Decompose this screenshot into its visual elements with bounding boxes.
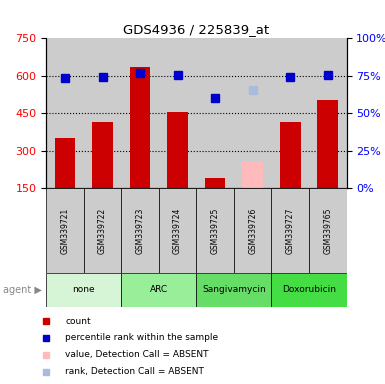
Bar [242, 162, 263, 188]
Bar [159, 38, 196, 188]
Text: none: none [72, 285, 95, 295]
Bar [309, 38, 346, 188]
Title: GDS4936 / 225839_at: GDS4936 / 225839_at [123, 23, 270, 36]
Bar [46, 188, 84, 273]
Bar [234, 188, 271, 273]
Bar [309, 188, 346, 273]
Text: ARC: ARC [150, 285, 168, 295]
Bar [205, 178, 226, 188]
Bar [271, 273, 346, 307]
Text: GSM339724: GSM339724 [173, 207, 182, 253]
Bar [271, 38, 309, 188]
Text: GSM339765: GSM339765 [323, 207, 332, 254]
Bar [84, 188, 121, 273]
Text: percentile rank within the sample: percentile rank within the sample [65, 333, 219, 343]
Text: GSM339725: GSM339725 [211, 207, 219, 253]
Bar [84, 38, 121, 188]
Bar [46, 38, 84, 188]
Text: GSM339721: GSM339721 [60, 207, 69, 253]
Text: agent ▶: agent ▶ [3, 285, 42, 295]
Bar [167, 112, 188, 188]
Bar [92, 122, 113, 188]
Bar [46, 273, 121, 307]
Bar [121, 188, 159, 273]
Bar [280, 122, 301, 188]
Bar [271, 188, 309, 273]
Bar [159, 188, 196, 273]
Text: value, Detection Call = ABSENT: value, Detection Call = ABSENT [65, 350, 209, 359]
Text: GSM339722: GSM339722 [98, 207, 107, 253]
Text: Doxorubicin: Doxorubicin [282, 285, 336, 295]
Bar [196, 38, 234, 188]
Bar [317, 99, 338, 188]
Text: GSM339723: GSM339723 [136, 207, 144, 253]
Text: rank, Detection Call = ABSENT: rank, Detection Call = ABSENT [65, 367, 204, 376]
Bar [55, 138, 75, 188]
Bar [130, 67, 151, 188]
Text: count: count [65, 316, 91, 326]
Bar [234, 38, 271, 188]
Text: GSM339727: GSM339727 [286, 207, 295, 253]
Bar [196, 188, 234, 273]
Text: Sangivamycin: Sangivamycin [202, 285, 266, 295]
Bar [121, 273, 196, 307]
Bar [196, 273, 271, 307]
Bar [121, 38, 159, 188]
Text: GSM339726: GSM339726 [248, 207, 257, 253]
